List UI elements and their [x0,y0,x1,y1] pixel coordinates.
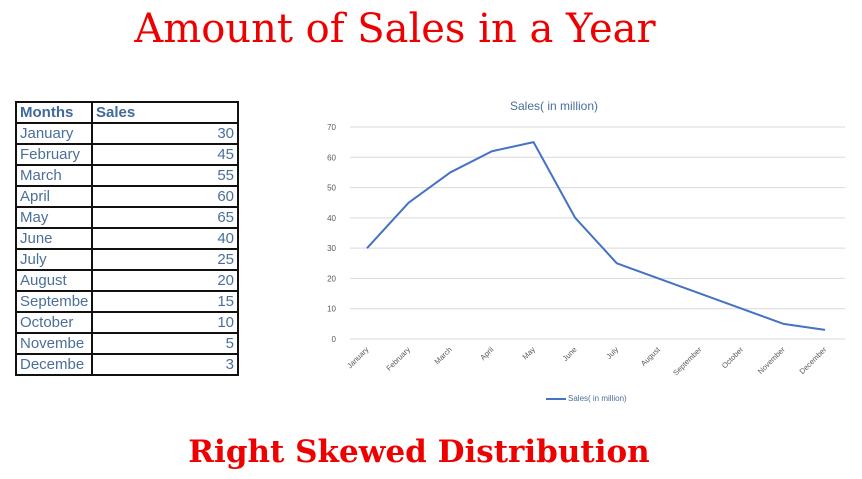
x-tick-label: August [639,344,663,368]
y-tick-label: 40 [327,214,336,223]
sales-cell: 55 [91,164,239,187]
page-subtitle: Right Skewed Distribution [188,434,650,470]
sales-table: Months Sales January 30 February 45 March 55 A… [15,101,239,376]
sales-cell: 25 [91,248,239,271]
x-tick-label: January [345,345,370,370]
chart-plot: 0 10 20 30 40 50 60 70 January February March April… [327,123,845,378]
month-cell: February [15,143,93,166]
header-months: Months [15,101,93,124]
y-tick-label: 60 [327,153,336,162]
legend-line-swatch-icon [546,397,566,400]
table-row: April 60 [15,185,239,208]
month-cell: July [15,248,93,271]
page-title: Amount of Sales in a Year [134,6,656,52]
x-tick-label: March [433,345,454,366]
table-row: May 65 [15,206,239,229]
series-line [366,141,826,331]
month-cell: May [15,206,93,229]
x-tick-label: June [561,345,579,363]
chart-legend: Sales( in million) [546,394,627,403]
month-cell: June [15,227,93,250]
sales-cell: 20 [91,269,239,292]
table-row: Decembe 3 [15,353,239,376]
month-cell: April [15,185,93,208]
sales-cell: 10 [91,311,239,334]
header-sales: Sales [91,101,239,124]
x-tick-label: May [521,345,538,362]
sales-cell: 45 [91,143,239,166]
y-tick-label: 0 [332,335,337,344]
y-tick-label: 10 [327,305,336,314]
y-tick-label: 30 [327,244,336,253]
sales-cell: 5 [91,332,239,355]
y-tick-label: 70 [327,123,336,132]
table-row: August 20 [15,269,239,292]
x-tick-label: November [756,345,787,376]
x-tick-label: February [384,345,412,373]
month-cell: Decembe [15,353,93,376]
sales-cell: 15 [91,290,239,313]
table-row: July 25 [15,248,239,271]
x-tick-label: April [478,345,495,362]
sales-cell: 40 [91,227,239,250]
legend-label: Sales( in million) [568,394,627,403]
sales-cell: 65 [91,206,239,229]
month-cell: October [15,311,93,334]
table-row: June 40 [15,227,239,250]
x-tick-label: October [720,345,746,371]
table-header-row: Months Sales [15,101,239,124]
table-row: January 30 [15,122,239,145]
y-tick-label: 50 [327,184,336,193]
sales-cell: 60 [91,185,239,208]
x-tick-label: September [671,345,704,378]
sales-cell: 3 [91,353,239,376]
chart-title: Sales( in million) [510,99,599,113]
table-row: February 45 [15,143,239,166]
table-row: March 55 [15,164,239,187]
month-cell: August [15,269,93,292]
x-tick-label: December [798,345,829,376]
table-row: Septembe 15 [15,290,239,313]
table-row: Novembe 5 [15,332,239,355]
x-tick-label: July [604,345,620,361]
y-tick-label: 20 [327,274,336,283]
month-cell: January [15,122,93,145]
month-cell: Septembe [15,290,93,313]
month-cell: March [15,164,93,187]
line-chart: Sales( in million) 0 10 20 30 40 50 60 70 Januar… [300,90,862,420]
month-cell: Novembe [15,332,93,355]
table-row: October 10 [15,311,239,334]
sales-cell: 30 [91,122,239,145]
